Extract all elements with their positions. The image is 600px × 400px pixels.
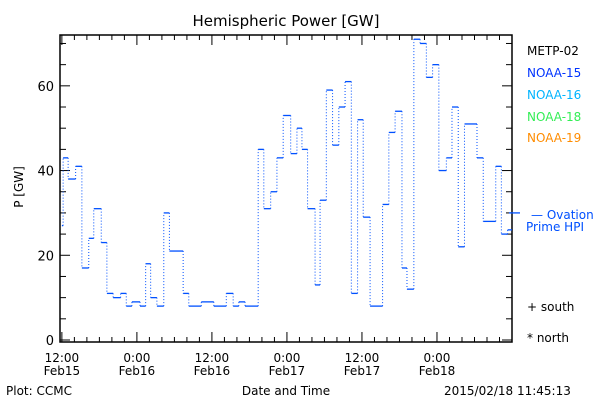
- x-tick-date: Feb16: [193, 364, 231, 378]
- y-tick-label: 0: [46, 334, 54, 349]
- x-tick-label: 12:00 Feb16: [187, 352, 237, 378]
- x-tick-label: 12:00 Feb17: [337, 352, 387, 378]
- x-tick-label: 0:00 Feb17: [262, 352, 312, 378]
- x-tick-time: 12:00: [44, 351, 80, 365]
- x-tick-date: Feb18: [418, 364, 456, 378]
- x-tick-time: 12:00: [344, 351, 380, 365]
- x-tick-date: Feb17: [268, 364, 306, 378]
- ovation-label: — Ovation: [531, 208, 594, 222]
- y-tick-label: 20: [37, 249, 54, 264]
- plot-credit: Plot: CCMC: [6, 384, 72, 398]
- legend-noaa-18: NOAA-18: [527, 110, 582, 124]
- x-tick-date: Feb15: [43, 364, 81, 378]
- north-marker-legend: * north: [527, 331, 570, 345]
- ovation-label-2: Prime HPI: [526, 220, 584, 234]
- y-tick-label: 40: [37, 165, 54, 180]
- chart-title: Hemispheric Power [GW]: [192, 12, 380, 30]
- x-tick-time: 0:00: [273, 351, 301, 365]
- legend-noaa-19: NOAA-19: [527, 131, 582, 145]
- x-tick-date: Feb17: [343, 364, 381, 378]
- x-tick-label: 12:00 Feb15: [37, 352, 87, 378]
- x-tick-label: 0:00 Feb18: [412, 352, 462, 378]
- legend-noaa-15: NOAA-15: [527, 66, 582, 80]
- legend-noaa-16: NOAA-16: [527, 88, 582, 102]
- x-axis-label: Date and Time: [241, 384, 331, 398]
- legend-metp-02: METP-02: [527, 44, 579, 58]
- plot-frame: [59, 34, 513, 343]
- y-tick-label: 60: [37, 80, 54, 95]
- x-tick-time: 0:00: [423, 351, 451, 365]
- x-tick-label: 0:00 Feb16: [112, 352, 162, 378]
- x-tick-time: 12:00: [194, 351, 230, 365]
- south-marker-legend: + south: [527, 300, 575, 314]
- x-tick-date: Feb16: [118, 364, 156, 378]
- timestamp: 2015/02/18 11:45:13: [444, 384, 571, 398]
- x-tick-time: 0:00: [123, 351, 151, 365]
